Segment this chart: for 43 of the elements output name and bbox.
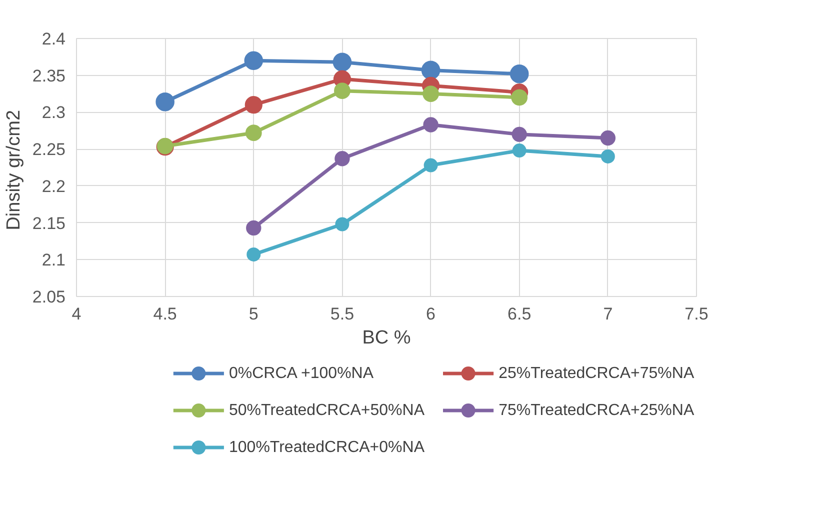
x-axis-title: BC % <box>362 328 411 348</box>
x-tick-label: 7.5 <box>684 304 708 324</box>
y-tick-label: 2.2 <box>42 176 66 196</box>
legend-label: 100%TreatedCRCA+0%NA <box>229 439 425 456</box>
point <box>246 220 262 236</box>
x-tick-label: 6.5 <box>508 304 532 324</box>
point <box>245 124 262 142</box>
point <box>156 92 174 112</box>
point <box>512 126 527 142</box>
x-tick-label: 4.5 <box>153 304 177 324</box>
point <box>421 60 440 80</box>
point <box>335 217 350 232</box>
y-tick-label: 2.3 <box>42 103 66 122</box>
point <box>334 82 350 100</box>
x-tick-label: 7 <box>603 304 613 324</box>
y-axis-title: Dinsity gr/cm2 <box>3 110 24 230</box>
y-tick-label: 2.15 <box>32 214 66 233</box>
point <box>244 96 262 114</box>
point <box>246 247 261 262</box>
point <box>512 144 526 158</box>
y-tick-label: 2.4 <box>42 30 66 48</box>
y-tick-label: 2.35 <box>32 66 66 86</box>
x-tick-label: 4 <box>72 304 82 324</box>
y-tick-label: 2.1 <box>42 250 66 270</box>
point <box>511 89 528 106</box>
point <box>422 86 439 102</box>
point <box>424 158 438 172</box>
point <box>600 149 615 164</box>
legend-label: 25%TreatedCRCA+75%NA <box>498 365 694 382</box>
y-tick-label: 2.25 <box>32 140 66 160</box>
x-tick-label: 6 <box>426 304 436 324</box>
x-tick-label: 5 <box>248 304 258 324</box>
point <box>334 151 350 166</box>
point <box>510 64 529 84</box>
legend-label: 0%CRCA +100%NA <box>229 365 374 382</box>
y-tick-label: 2.05 <box>32 288 66 306</box>
point <box>423 117 438 132</box>
x-tick-label: 5.5 <box>330 304 354 324</box>
legend-label: 50%TreatedCRCA+50%NA <box>229 402 425 419</box>
legend-label: 75%TreatedCRCA+25%NA <box>498 402 694 419</box>
point <box>244 51 264 70</box>
point <box>600 130 616 146</box>
point <box>332 52 352 72</box>
